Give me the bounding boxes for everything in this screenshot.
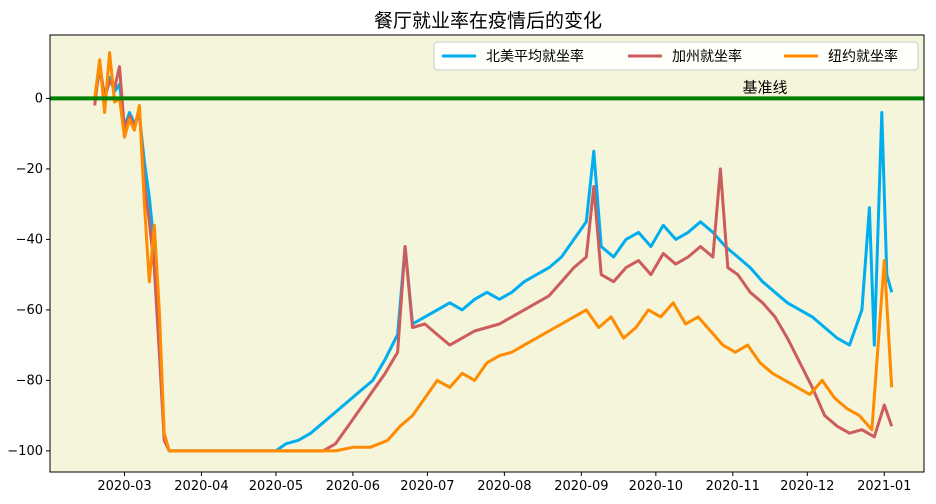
- series-line-2: [93, 61, 894, 453]
- series-line-3: [93, 51, 894, 453]
- x-tick-label: 2020-10: [629, 479, 683, 494]
- y-tick-label: −60: [16, 303, 43, 318]
- legend-label-1: 北美平均就坐率: [486, 48, 584, 65]
- baseline-layer: 基准线: [50, 78, 924, 101]
- legend-label-3: 纽约就坐率: [828, 48, 898, 65]
- y-tick-label: 0: [35, 91, 43, 106]
- plot-background: [50, 35, 924, 472]
- x-tick-label: 2021-01: [857, 479, 911, 494]
- series-layer: [93, 51, 894, 453]
- y-tick-label: −80: [16, 373, 43, 388]
- x-tick-label: 2020-06: [326, 479, 380, 494]
- y-tick-label: −20: [16, 162, 43, 177]
- y-tick-label: −40: [16, 232, 43, 247]
- legend: 北美平均就坐率 加州就坐率 纽约就坐率: [433, 41, 919, 71]
- x-tick-label: 2020-07: [400, 479, 454, 494]
- x-tick-label: 2020-03: [97, 479, 151, 494]
- y-tick-label: −100: [7, 444, 43, 459]
- legend-label-2: 加州就坐率: [672, 48, 742, 65]
- chart-title: 餐厅就业率在疫情后的变化: [374, 10, 602, 32]
- baseline-label: 基准线: [742, 78, 787, 96]
- plot-frame: [49, 34, 925, 473]
- x-tick-label: 2020-11: [706, 479, 760, 494]
- x-tick-label: 2020-05: [249, 479, 303, 494]
- x-tick-label: 2020-08: [477, 479, 531, 494]
- x-tick-label: 2020-04: [174, 479, 228, 494]
- x-tick-label: 2020-12: [780, 479, 834, 494]
- axis-layer: 0 −20 −40 −60 −80 −100 2020-03 2020-04 2020-05 20…: [7, 34, 925, 494]
- x-tick-label: 2020-09: [554, 479, 608, 494]
- legend-box: [433, 41, 919, 71]
